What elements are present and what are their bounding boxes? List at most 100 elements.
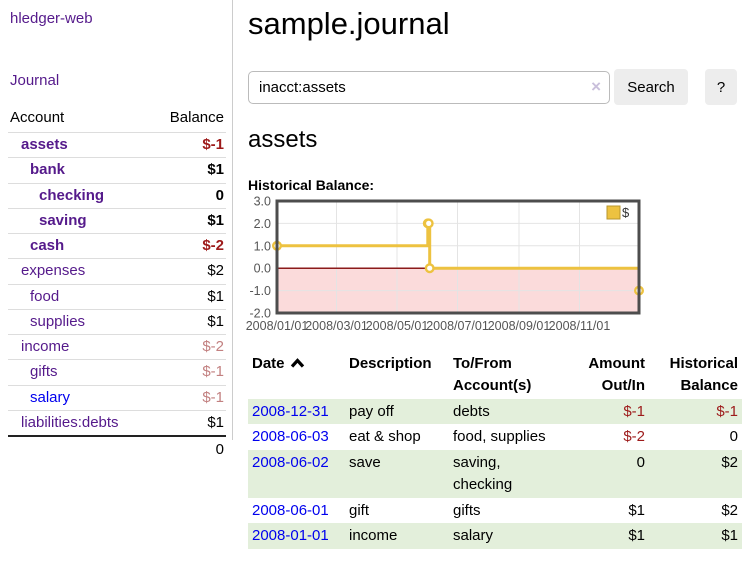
sidebar-account-link[interactable]: supplies (30, 312, 86, 330)
legend-swatch (606, 205, 621, 220)
transaction-balance: $-1 (716, 402, 738, 420)
data-point (423, 218, 434, 229)
svg-text:2008/05/01: 2008/05/01 (366, 319, 429, 333)
account-balance: $-1 (151, 131, 226, 158)
account-row: expenses $2 (8, 258, 226, 284)
sidebar: hledger-web Journal Account Balance asse… (0, 0, 232, 464)
sidebar-account-link[interactable]: gifts (30, 363, 58, 381)
transaction-amount: $-1 (623, 402, 645, 420)
sidebar-account-link[interactable]: food (30, 287, 60, 305)
transaction-accounts: food, supplies (453, 428, 546, 446)
account-row: checking 0 (8, 182, 226, 209)
account-balance: $1 (151, 283, 226, 310)
svg-text:0.0: 0.0 (254, 262, 271, 276)
transaction-date-link[interactable]: 2008-06-01 (252, 501, 329, 519)
app-title-link[interactable]: hledger-web (10, 10, 93, 27)
register-header-amount: Amount Out/In (588, 355, 645, 394)
account-balance: $1 (151, 157, 226, 183)
transaction-amount: 0 (636, 454, 645, 471)
search-button[interactable]: Search (614, 69, 688, 105)
transaction-row: 2008-06-03 eat & shop food, supplies $-2 0 (248, 424, 742, 450)
sidebar-account-link[interactable]: income (21, 338, 70, 355)
sidebar-account-link[interactable]: expenses (21, 262, 86, 280)
sidebar-account-link[interactable]: saving (39, 211, 87, 229)
account-row: liabilities:debts $1 (8, 409, 226, 436)
search-form: × Search ? (248, 69, 742, 105)
transaction-accounts: salary (453, 527, 494, 545)
account-balance: $-1 (151, 359, 226, 385)
transaction-row: 2008-06-02 save saving, checking 0 $2 (248, 450, 742, 498)
account-balance: $1 (151, 207, 226, 234)
accounts-header-balance: Balance (169, 109, 224, 126)
svg-text:-1.0: -1.0 (249, 284, 271, 298)
register-header-tofrom: To/From Account(s) (453, 355, 532, 394)
transaction-date-link[interactable]: 2008-12-31 (252, 402, 329, 420)
sidebar-account-link[interactable]: liabilities:debts (21, 413, 119, 431)
transaction-date-link[interactable]: 2008-06-02 (252, 454, 329, 471)
register-header-historical: Historical Balance (669, 355, 738, 394)
transaction-date-link[interactable]: 2008-06-03 (252, 428, 329, 446)
account-balance: $1 (151, 409, 226, 436)
transaction-description: income (349, 527, 398, 545)
svg-text:2.0: 2.0 (254, 217, 271, 231)
register-header-date[interactable]: Date (248, 351, 345, 399)
account-balance: 0 (151, 182, 226, 209)
accounts-total-row: 0 (8, 434, 226, 464)
sort-ascending-icon[interactable] (290, 358, 305, 368)
chart-title: Historical Balance: (248, 177, 375, 193)
chart-svg: $3.0 2.0 1.0 0.0 -1.0 -2.02008/01/012008/03/0… (246, 195, 645, 333)
account-balance: $-2 (151, 232, 226, 259)
transaction-amount: $1 (628, 527, 645, 545)
data-point (424, 263, 435, 274)
clear-search-icon[interactable]: × (591, 76, 601, 96)
sidebar-divider (232, 0, 233, 440)
accounts-table: Account Balance assets $-1 bank $1 checking 0… (8, 105, 226, 464)
help-button[interactable]: ? (705, 69, 737, 105)
transaction-description: eat & shop (349, 428, 421, 446)
svg-text:2008/11/01: 2008/11/01 (549, 319, 611, 333)
accounts-total-value: 0 (151, 434, 226, 464)
account-row: cash $-2 (8, 232, 226, 259)
transaction-balance: $1 (721, 527, 738, 545)
search-box: × (248, 70, 610, 104)
svg-text:1.0: 1.0 (254, 239, 271, 253)
account-row: bank $1 (8, 157, 226, 183)
account-row: food $1 (8, 283, 226, 310)
transaction-balance: $2 (721, 501, 738, 519)
account-row: gifts $-1 (8, 359, 226, 385)
transaction-description: save (349, 454, 381, 471)
accounts-header-account: Account (10, 109, 65, 126)
transaction-amount: $-2 (623, 428, 645, 446)
account-row: supplies $1 (8, 308, 226, 335)
transaction-accounts: debts (453, 402, 490, 420)
account-row: saving $1 (8, 207, 226, 234)
sidebar-account-link[interactable]: cash (30, 237, 65, 254)
account-row: salary $-1 (8, 384, 226, 411)
sidebar-account-link[interactable]: assets (21, 136, 68, 153)
search-input[interactable] (248, 70, 610, 104)
svg-text:2008/09/01: 2008/09/01 (488, 319, 551, 333)
transaction-amount: $1 (628, 501, 645, 519)
transaction-row: 2008-06-01 gift gifts $1 $2 (248, 498, 742, 524)
svg-text:-2.0: -2.0 (249, 307, 271, 321)
transaction-balance: $2 (721, 454, 738, 471)
account-heading: assets (248, 126, 318, 153)
transaction-accounts: gifts (453, 501, 481, 519)
account-row: income $-2 (8, 333, 226, 360)
svg-text:2008/07/01: 2008/07/01 (426, 319, 489, 333)
sidebar-account-link[interactable]: checking (39, 186, 105, 204)
transaction-accounts: saving, checking (453, 454, 513, 493)
account-row: assets $-1 (8, 131, 226, 158)
svg-text:2008/01/01: 2008/01/01 (246, 319, 309, 333)
transaction-row: 2008-01-01 income salary $1 $1 (248, 523, 742, 549)
sidebar-account-link[interactable]: bank (30, 161, 66, 179)
legend-label: $ (622, 205, 630, 220)
account-balance: $-1 (151, 384, 226, 411)
register-table: Date Description To/From Account(s) Amount Ou… (248, 351, 742, 549)
nav-journal-link[interactable]: Journal (10, 72, 60, 89)
transaction-date-link[interactable]: 2008-01-01 (252, 527, 329, 545)
sidebar-account-link[interactable]: salary (30, 388, 71, 406)
historical-balance-chart: $3.0 2.0 1.0 0.0 -1.0 -2.0 2008/01/01 2008/03/0… (240, 195, 742, 335)
account-balance: $1 (151, 308, 226, 335)
svg-text:3.0: 3.0 (254, 195, 271, 209)
